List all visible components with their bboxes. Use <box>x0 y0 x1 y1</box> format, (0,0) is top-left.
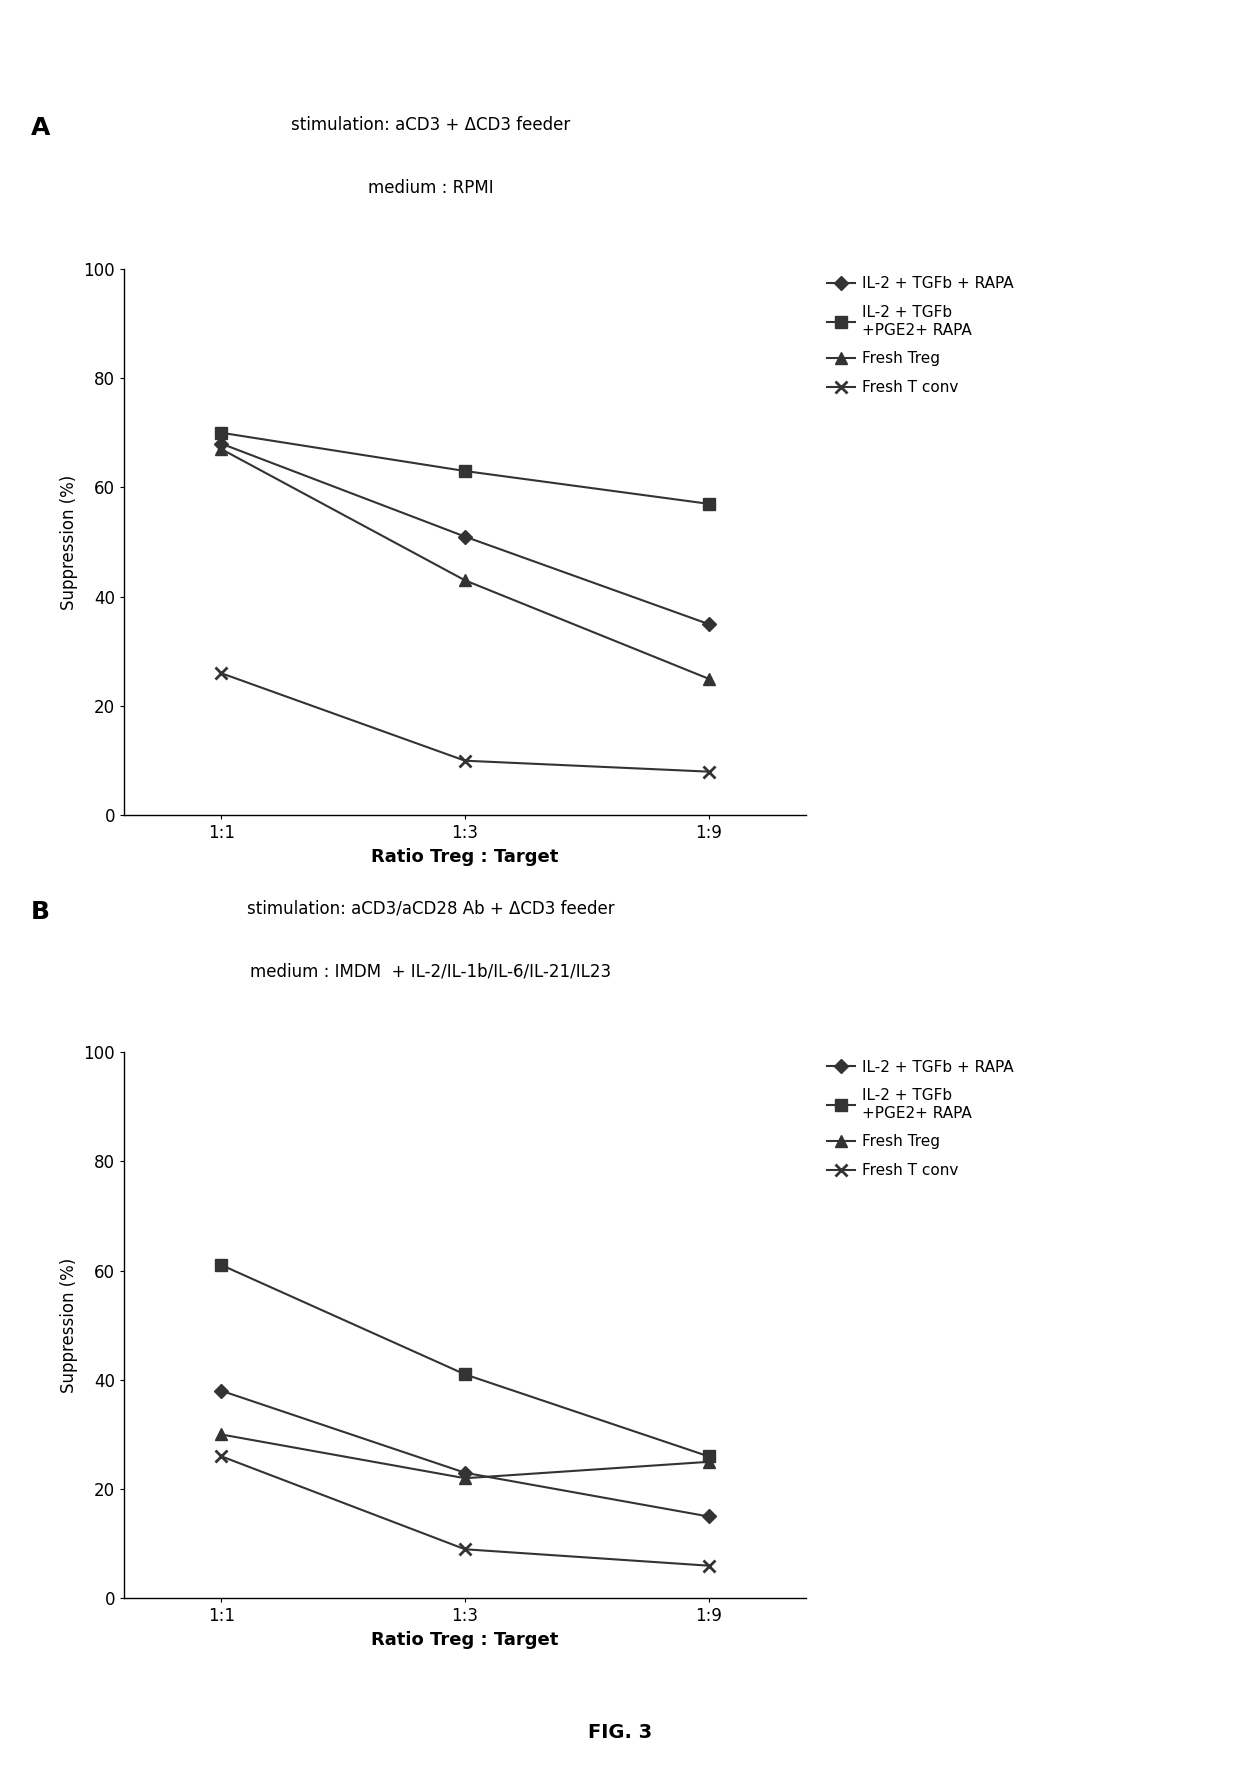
Text: medium : IMDM  + IL-2/IL-1b/IL-6/IL-21/IL23: medium : IMDM + IL-2/IL-1b/IL-6/IL-21/IL… <box>250 962 611 980</box>
Y-axis label: Suppression (%): Suppression (%) <box>60 475 78 609</box>
Legend: IL-2 + TGFb + RAPA, IL-2 + TGFb
+PGE2+ RAPA, Fresh Treg, Fresh T conv: IL-2 + TGFb + RAPA, IL-2 + TGFb +PGE2+ R… <box>827 276 1014 394</box>
Text: B: B <box>31 900 50 923</box>
Text: stimulation: aCD3/aCD28 Ab + ΔCD3 feeder: stimulation: aCD3/aCD28 Ab + ΔCD3 feeder <box>247 900 615 918</box>
Legend: IL-2 + TGFb + RAPA, IL-2 + TGFb
+PGE2+ RAPA, Fresh Treg, Fresh T conv: IL-2 + TGFb + RAPA, IL-2 + TGFb +PGE2+ R… <box>827 1059 1014 1177</box>
Text: stimulation: aCD3 + ΔCD3 feeder: stimulation: aCD3 + ΔCD3 feeder <box>291 116 570 134</box>
Text: FIG. 3: FIG. 3 <box>588 1722 652 1742</box>
Text: A: A <box>31 116 51 140</box>
X-axis label: Ratio Treg : Target: Ratio Treg : Target <box>371 1631 559 1649</box>
Y-axis label: Suppression (%): Suppression (%) <box>60 1258 78 1392</box>
X-axis label: Ratio Treg : Target: Ratio Treg : Target <box>371 848 559 866</box>
Text: medium : RPMI: medium : RPMI <box>368 179 494 197</box>
